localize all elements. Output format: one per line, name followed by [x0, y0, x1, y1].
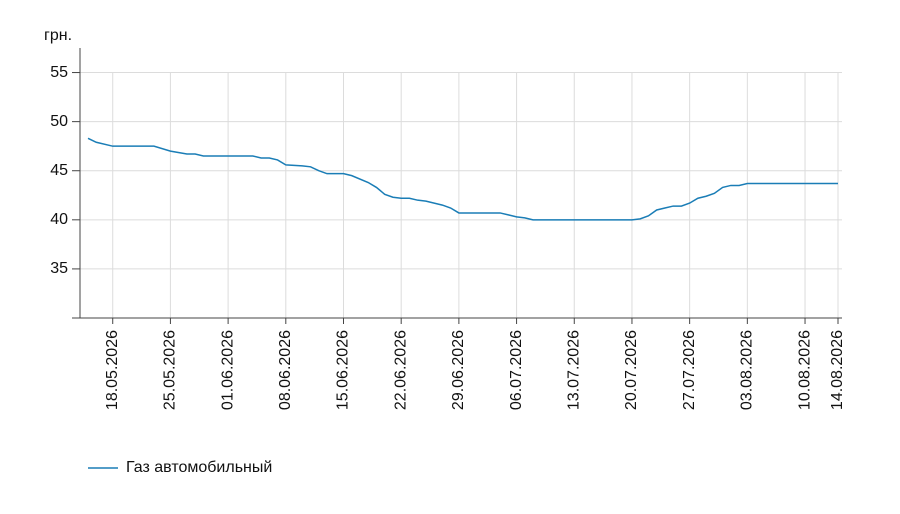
- x-tick-label: 18.05.2026: [104, 330, 121, 410]
- legend-label: Газ автомобильный: [126, 459, 272, 476]
- x-tick-label: 13.07.2026: [565, 330, 582, 410]
- x-tick-label: 20.07.2026: [623, 330, 640, 410]
- x-tick-label: 22.06.2026: [392, 330, 409, 410]
- x-tick-label: 29.06.2026: [450, 330, 467, 410]
- line-series: [87, 137, 838, 221]
- x-tick-label: 15.06.2026: [335, 330, 352, 410]
- x-tick-label: 03.08.2026: [739, 330, 756, 410]
- y-tick-label: 40: [50, 211, 68, 228]
- y-axis-label: грн.: [44, 27, 72, 44]
- x-tick-label: 14.08.2026: [829, 330, 846, 410]
- y-tick-label: 50: [50, 113, 68, 130]
- x-tick-label: 10.08.2026: [796, 330, 813, 410]
- y-tick-label: 35: [50, 260, 68, 277]
- x-tick-label: 06.07.2026: [508, 330, 525, 410]
- x-tick-label: 27.07.2026: [681, 330, 698, 410]
- y-tick-label: 45: [50, 162, 68, 179]
- x-tick-label: 01.06.2026: [219, 330, 236, 410]
- x-tick-label: 25.05.2026: [162, 330, 179, 410]
- y-tick-label: 55: [50, 64, 68, 81]
- x-tick-label: 08.06.2026: [277, 330, 294, 410]
